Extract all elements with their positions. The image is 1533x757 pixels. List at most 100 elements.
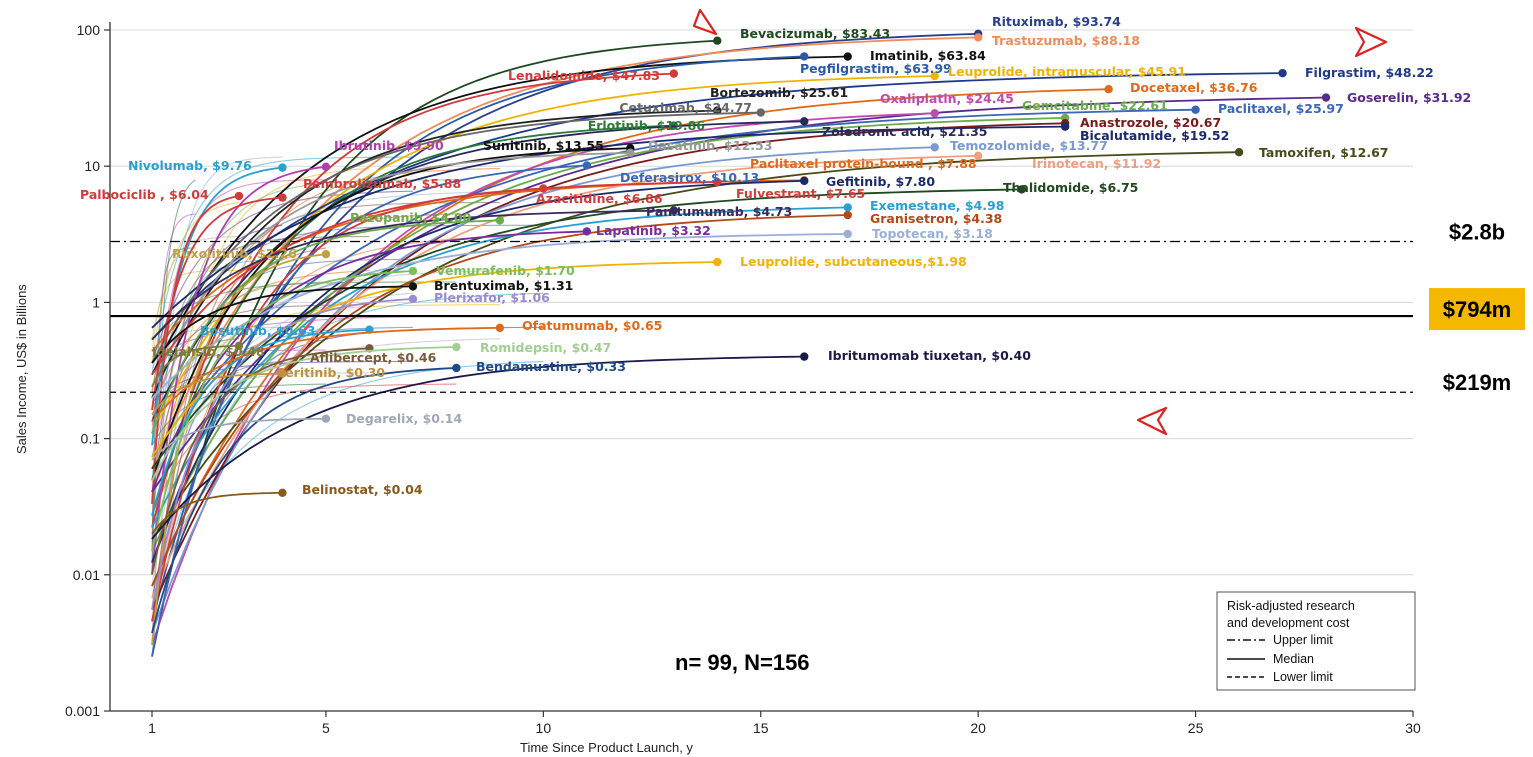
series-label: Trastuzumab, $88.18 <box>992 33 1140 48</box>
x-tick-label: 30 <box>1405 720 1421 736</box>
series-endpoint <box>713 257 722 267</box>
series-label: Anastrozole, $20.67 <box>1080 115 1221 130</box>
series-endpoint <box>408 266 418 276</box>
series-label: Azacitidine, $6.86 <box>536 191 663 206</box>
series-endpoint <box>582 161 592 170</box>
series-label: Cetuximab, $24.77 <box>619 100 752 115</box>
series-line <box>151 188 1022 470</box>
x-tick-label: 1 <box>148 720 156 736</box>
background-curve <box>151 156 283 645</box>
series-label: Goserelin, $31.92 <box>1347 90 1471 105</box>
series-endpoint <box>1321 93 1331 102</box>
series-label: Plerixafor, $1.06 <box>434 290 550 305</box>
series-line <box>151 298 413 610</box>
series-label: Temozolomide, $13.77 <box>950 138 1108 153</box>
series-label: Palbociclib , $6.04 <box>80 187 209 202</box>
background-curve <box>151 372 370 587</box>
series-label: Rituximab, $93.74 <box>992 14 1121 29</box>
y-axis-title: Sales Income, US$ in Billions <box>14 284 29 454</box>
series-labels: Bevacizumab, $83.43 Rituximab, $93.74 Tras… <box>80 14 1471 497</box>
series-label: Romidepsin, $0.47 <box>480 340 611 355</box>
series-endpoint <box>495 323 505 333</box>
series-line <box>151 491 283 535</box>
series-label: Pembrolizumab, $5.88 <box>303 176 461 191</box>
median-highlight-box <box>1429 288 1525 331</box>
series-endpoint <box>278 163 287 172</box>
series-label: Lapatinib, $3.32 <box>596 223 711 238</box>
red-arrow-marker <box>1354 26 1388 58</box>
series-endpoint <box>843 52 852 61</box>
series-line <box>151 285 413 364</box>
series-label: Brentuximab, $1.31 <box>434 278 573 293</box>
series-endpoint <box>756 108 765 117</box>
series-label: Bortezomib, $25.61 <box>710 85 848 100</box>
arrow-markers <box>692 8 1388 436</box>
series-label: Paclitaxel, $25.97 <box>1218 101 1344 116</box>
series-endpoint <box>843 229 852 239</box>
series-label: Exemestane, $4.98 <box>870 198 1004 213</box>
legend-median-label: Median <box>1273 652 1314 666</box>
legend-box <box>1216 591 1416 691</box>
y-tick-label: 1 <box>92 294 100 310</box>
y-tick-label: 10 <box>84 158 100 174</box>
series-endpoint <box>843 203 852 212</box>
background-curve <box>151 179 457 504</box>
series-lines <box>151 29 1331 657</box>
series-line <box>151 347 370 575</box>
series-endpoint <box>278 193 287 202</box>
series-line <box>151 230 587 493</box>
y-tick-label: 0.001 <box>65 703 100 719</box>
series-endpoint <box>930 109 939 118</box>
series-line <box>151 109 718 399</box>
series-label: Vemurafenib, $1.70 <box>436 263 575 278</box>
series-label: Idelalisib, $0.48 <box>152 344 265 359</box>
threshold-label: $794m <box>1443 297 1512 322</box>
series-label: Filgrastim, $48.22 <box>1305 65 1434 80</box>
series-line <box>151 344 240 388</box>
series-label: Ruxolitinib, $2.26 <box>172 246 297 261</box>
series-endpoint <box>234 191 244 201</box>
series-label: Belinostat, $0.04 <box>302 482 423 497</box>
series-line <box>151 117 1066 552</box>
series-endpoint <box>408 294 418 304</box>
series-label: Ibrutinib, $9.90 <box>334 138 444 153</box>
series-line <box>151 346 457 481</box>
series-label: Erlotinib, $19.86 <box>588 118 706 133</box>
series-label: Paclitaxel protein-bound , $7.88 <box>750 156 977 171</box>
series-line <box>151 219 500 434</box>
series-endpoint <box>539 184 548 193</box>
series-endpoint <box>1234 148 1244 157</box>
series-endpoint <box>1278 68 1287 78</box>
series-endpoint <box>321 162 331 171</box>
series-endpoint <box>713 177 722 187</box>
series-label: Lenalidomide, $47.83 <box>508 68 660 83</box>
series-label: Ofatumumab, $0.65 <box>522 318 662 333</box>
series-line <box>151 72 1283 341</box>
series-line <box>151 164 587 657</box>
series-line <box>151 152 631 387</box>
series-endpoint <box>1017 185 1026 194</box>
series-endpoint <box>1060 122 1070 131</box>
red-arrow-marker <box>692 8 718 36</box>
series-line <box>151 146 935 634</box>
series-line <box>151 209 674 341</box>
series-line <box>151 253 327 645</box>
series-endpoint <box>1191 105 1200 114</box>
series-endpoint <box>713 106 722 115</box>
threshold-label: $2.8b <box>1449 219 1505 244</box>
x-tick-label: 15 <box>753 720 769 736</box>
series-label: Ibritumomab tiuxetan, $0.40 <box>828 348 1031 363</box>
series-line <box>151 154 979 599</box>
x-tick-label: 10 <box>536 720 552 736</box>
series-label: Deferasirox, $10.13 <box>620 170 759 185</box>
series-line <box>151 270 413 551</box>
series-label: Bicalutamide, $19.52 <box>1080 128 1229 143</box>
series-endpoint <box>408 282 418 291</box>
x-tick-label: 20 <box>970 720 986 736</box>
series-label: Bendamustine, $0.33 <box>476 359 626 374</box>
y-tick-label: 0.01 <box>73 567 100 583</box>
series-line <box>151 355 805 540</box>
series-label: Topotecan, $3.18 <box>872 226 993 241</box>
series-label: Pegfilgrastim, $63.99 <box>800 61 952 76</box>
series-line <box>151 206 848 528</box>
